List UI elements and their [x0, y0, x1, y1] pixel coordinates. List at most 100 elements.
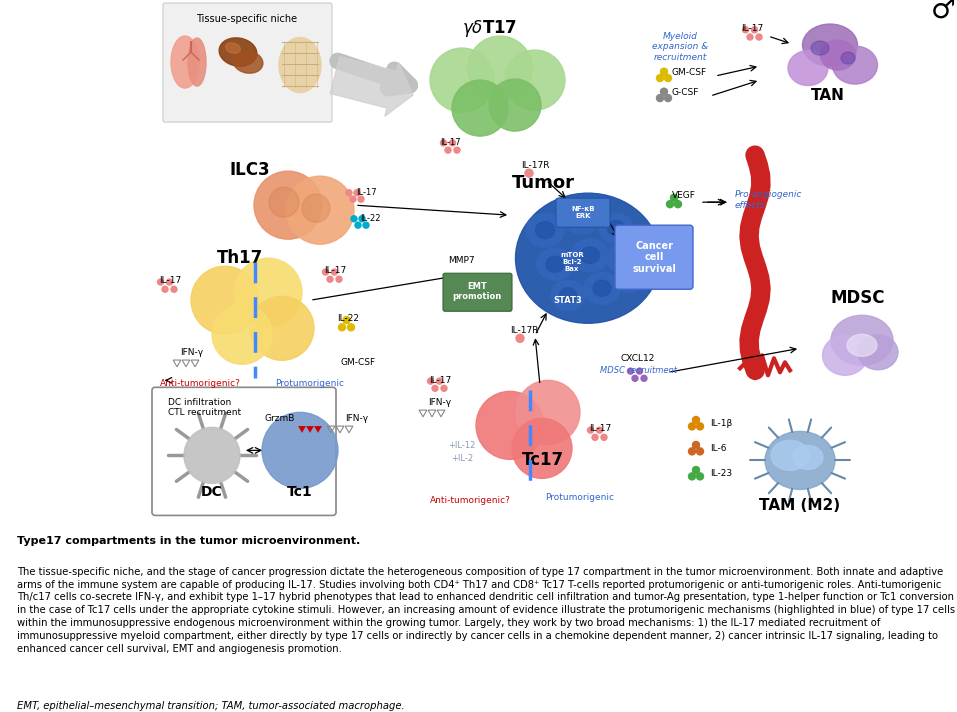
Ellipse shape [234, 51, 263, 73]
Text: Myeloid
expansion &
recruitment: Myeloid expansion & recruitment [652, 32, 708, 62]
Text: STAT3: STAT3 [554, 295, 583, 305]
Text: NF-κB
ERK: NF-κB ERK [571, 206, 594, 219]
Text: Anti-tumorigenic?: Anti-tumorigenic? [430, 496, 510, 505]
Circle shape [355, 222, 361, 228]
Circle shape [171, 286, 177, 292]
Circle shape [436, 378, 442, 384]
Ellipse shape [771, 440, 809, 471]
Text: Th17: Th17 [217, 249, 263, 267]
Circle shape [697, 448, 703, 455]
Circle shape [489, 79, 541, 131]
Circle shape [269, 187, 299, 217]
Circle shape [359, 216, 365, 221]
Ellipse shape [171, 36, 199, 88]
Circle shape [525, 169, 533, 177]
Text: IL-17: IL-17 [159, 276, 181, 285]
Circle shape [657, 75, 663, 82]
Circle shape [323, 269, 328, 275]
Circle shape [592, 434, 598, 440]
Circle shape [628, 368, 634, 374]
Ellipse shape [551, 281, 585, 310]
Circle shape [440, 140, 447, 146]
Circle shape [697, 423, 703, 430]
FancyBboxPatch shape [615, 225, 693, 289]
Text: IL-17: IL-17 [741, 23, 763, 33]
Circle shape [191, 266, 259, 334]
Text: IFN-γ: IFN-γ [181, 347, 204, 357]
Text: Tc17: Tc17 [522, 451, 564, 469]
Ellipse shape [858, 335, 898, 370]
Circle shape [641, 375, 647, 382]
Text: $\gamma\delta$T17: $\gamma\delta$T17 [462, 18, 518, 38]
Ellipse shape [584, 272, 620, 304]
Circle shape [660, 88, 667, 95]
Circle shape [675, 201, 681, 208]
Ellipse shape [581, 247, 599, 263]
Circle shape [302, 194, 330, 222]
Circle shape [671, 194, 678, 201]
Text: IL-17: IL-17 [439, 137, 460, 147]
Circle shape [212, 304, 272, 365]
FancyBboxPatch shape [443, 273, 512, 311]
Ellipse shape [516, 193, 660, 323]
Ellipse shape [219, 38, 256, 66]
Ellipse shape [833, 46, 878, 84]
Text: Tissue-specific niche: Tissue-specific niche [196, 14, 298, 24]
Text: IL-17R: IL-17R [510, 326, 538, 335]
Circle shape [596, 427, 603, 433]
Text: IL-22: IL-22 [337, 314, 359, 323]
Circle shape [697, 473, 703, 480]
Ellipse shape [564, 202, 600, 234]
Circle shape [339, 324, 345, 331]
Circle shape [666, 201, 674, 208]
Text: IL-22: IL-22 [360, 214, 381, 223]
Circle shape [657, 95, 663, 102]
Text: Type17 compartments in the tumor microenvironment.: Type17 compartments in the tumor microen… [17, 536, 361, 546]
Ellipse shape [615, 264, 645, 292]
Ellipse shape [793, 446, 823, 469]
Circle shape [351, 216, 357, 221]
Circle shape [601, 434, 607, 440]
Text: IL-17: IL-17 [429, 376, 451, 384]
Circle shape [452, 80, 508, 136]
Circle shape [664, 95, 672, 102]
Circle shape [454, 147, 460, 153]
Circle shape [505, 50, 565, 110]
Text: MMP7: MMP7 [448, 256, 475, 265]
Text: EMT, epithelial–mesenchymal transition; TAM, tumor-associated macrophage.: EMT, epithelial–mesenchymal transition; … [17, 701, 405, 711]
Text: DC: DC [201, 486, 223, 499]
Ellipse shape [537, 248, 573, 281]
Circle shape [428, 378, 434, 384]
Ellipse shape [622, 271, 637, 286]
Ellipse shape [546, 256, 564, 272]
Circle shape [336, 276, 342, 282]
Text: Tc1: Tc1 [287, 486, 313, 499]
Circle shape [688, 423, 696, 430]
Text: TAN: TAN [812, 88, 845, 103]
Circle shape [468, 36, 532, 100]
Text: ♂: ♂ [930, 0, 955, 24]
Ellipse shape [560, 288, 576, 303]
Circle shape [747, 34, 753, 40]
Circle shape [516, 380, 580, 444]
Circle shape [516, 334, 524, 342]
Circle shape [167, 279, 172, 285]
Ellipse shape [822, 335, 867, 375]
Text: IFN-γ: IFN-γ [429, 398, 452, 407]
Ellipse shape [526, 213, 564, 247]
FancyBboxPatch shape [152, 387, 336, 515]
Circle shape [430, 48, 494, 112]
Circle shape [250, 296, 314, 360]
Text: +IL-2: +IL-2 [451, 454, 473, 463]
Text: Tumor: Tumor [511, 174, 574, 192]
Circle shape [632, 375, 638, 382]
Circle shape [588, 427, 593, 433]
Ellipse shape [593, 281, 611, 296]
Text: G-CSF: G-CSF [672, 88, 700, 97]
Text: MDSC recruitment: MDSC recruitment [599, 366, 677, 375]
FancyBboxPatch shape [556, 198, 610, 227]
Text: IL-17: IL-17 [323, 266, 346, 275]
Text: IL-6: IL-6 [710, 444, 726, 453]
Text: Protumorigenic: Protumorigenic [545, 493, 614, 502]
Circle shape [688, 448, 696, 455]
